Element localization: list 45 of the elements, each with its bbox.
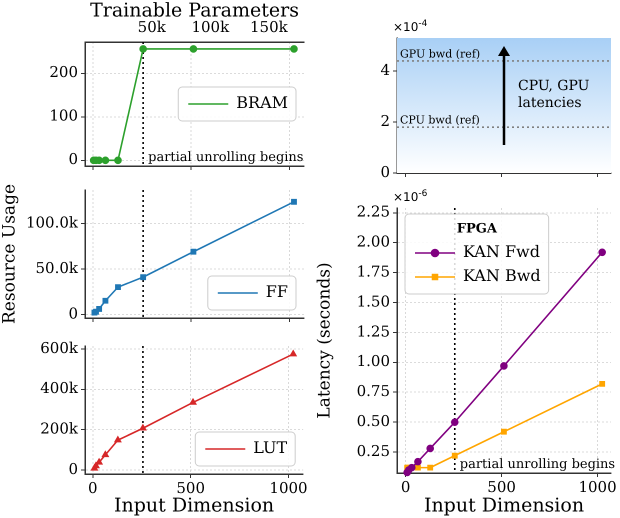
ref-line-label: CPU bwd (ref) xyxy=(400,114,480,127)
x-tick-label: 0 xyxy=(88,478,98,497)
y-tick-label: 0 xyxy=(380,162,390,181)
y-tick-label: 0 xyxy=(68,150,78,168)
y-tick-label: 2.25 xyxy=(356,202,390,221)
y-tick-label: 400k xyxy=(40,379,79,398)
x-tick-label: 1000 xyxy=(269,478,308,497)
x-tick-label: 0 xyxy=(400,478,410,496)
legend-title: FPGA xyxy=(456,221,498,236)
y-tick-label: 0.50 xyxy=(356,412,390,430)
x-axis-title: Input Dimension xyxy=(424,494,584,517)
legend-label: KAN Bwd xyxy=(463,266,541,286)
y-tick-label: 0 xyxy=(68,304,78,322)
y-tick-label: 1.50 xyxy=(356,292,390,310)
x-tick-label: 1000 xyxy=(578,478,617,496)
legend-label: KAN Fwd xyxy=(463,242,540,262)
y-tick-label: 0 xyxy=(68,460,78,478)
ref-line-label: partial unrolling begins xyxy=(460,456,616,472)
ref-line-label: GPU bwd (ref) xyxy=(400,47,480,60)
annotation: CPU, GPU latencies xyxy=(518,78,590,111)
y-tick-label: 1.75 xyxy=(356,262,390,280)
x-tick-label: 500 xyxy=(176,478,205,497)
y-tick-label: 4 xyxy=(380,61,390,80)
y-tick-label: 1.00 xyxy=(356,352,390,370)
y-tick-label: 50.0k xyxy=(36,258,79,277)
legend-label: FF xyxy=(266,282,288,302)
y-tick-label: 2 xyxy=(380,112,390,130)
y-tick-label: 0.75 xyxy=(356,382,390,400)
y-tick-label: 200 xyxy=(49,63,78,82)
y-tick-label: 600k xyxy=(40,338,79,357)
legend-label: LUT xyxy=(253,438,288,458)
y-axis-title: Latency (seconds) xyxy=(314,262,335,419)
y-tick-label: 100 xyxy=(49,106,78,125)
y-tick-label: 100.0k xyxy=(26,213,79,232)
ref-line-label: partial unrolling begins xyxy=(148,150,304,165)
y-axis-title: Resource Usage xyxy=(0,184,20,324)
text: ×10$^{-6}$ xyxy=(393,189,428,204)
y-tick-label: 2.00 xyxy=(356,232,390,251)
x-axis-title: Input Dimension xyxy=(114,494,274,517)
text: ×10$^{-4}$ xyxy=(393,19,428,34)
y-tick-label: 200k xyxy=(40,420,79,438)
y-tick-label: 1.25 xyxy=(356,322,390,340)
x-tick-label: 500 xyxy=(487,478,516,496)
y-tick-label: 0.25 xyxy=(356,442,390,460)
legend-label: BRAM xyxy=(236,93,288,112)
